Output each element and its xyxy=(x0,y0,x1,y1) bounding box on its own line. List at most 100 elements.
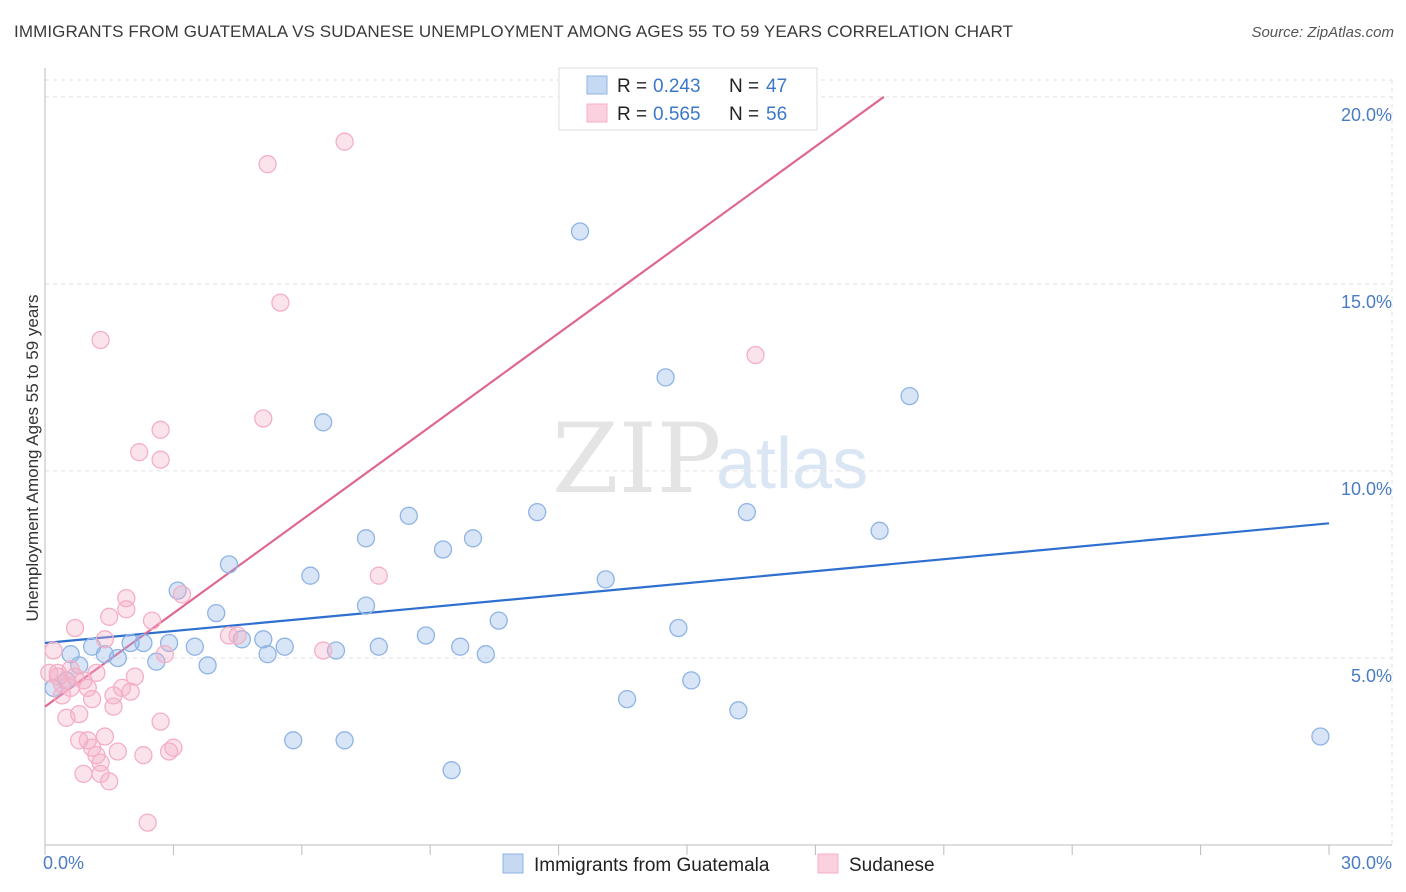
guatemala-point-41 xyxy=(669,618,688,638)
legend-r-label-2: R = xyxy=(617,104,647,125)
guatemala-point-35 xyxy=(489,611,508,630)
trend-lines xyxy=(44,95,1330,708)
sudanese-point-54 xyxy=(159,742,179,761)
guatemala-point-39 xyxy=(617,689,637,709)
guatemala-point-22 xyxy=(314,413,333,432)
guatemala-point-17 xyxy=(254,630,273,649)
y-tick-label-1: 10.0% xyxy=(1341,479,1392,499)
series-swatch-guatemala xyxy=(502,853,524,874)
sudanese-point-21 xyxy=(100,607,119,626)
legend-n-value-2: 56 xyxy=(766,104,787,125)
guatemala-point-42 xyxy=(682,671,701,690)
sudanese-point-50 xyxy=(61,660,80,679)
guatemala-point-29 xyxy=(416,626,436,645)
sudanese-point-45 xyxy=(335,132,354,151)
sudanese-point-30 xyxy=(134,746,153,765)
sudanese-point-49 xyxy=(52,674,72,694)
sudanese-point-40 xyxy=(228,626,247,645)
guatemala-point-15 xyxy=(219,555,239,574)
guatemala-point-43 xyxy=(729,701,748,720)
x-tick-label-1: 30.0% xyxy=(1341,853,1392,873)
sudanese-point-28 xyxy=(125,667,145,686)
watermark-atlas: atlas xyxy=(716,424,868,504)
sudanese-point-1 xyxy=(44,641,63,660)
guatemala-point-25 xyxy=(356,529,376,548)
guatemala-point-38 xyxy=(596,570,615,589)
legend-r-value-2: 0.565 xyxy=(653,104,701,125)
axes xyxy=(44,68,1392,855)
guatemala-point-8 xyxy=(134,633,153,653)
y-tick-label-2: 15.0% xyxy=(1341,292,1392,312)
series-legend: Immigrants from Guatemala Sudanese xyxy=(502,853,935,876)
legend-n-label-1: N = xyxy=(729,76,759,97)
legend-swatch-sudanese xyxy=(586,103,608,123)
guatemala-point-21 xyxy=(301,566,320,585)
guatemala-point-19 xyxy=(275,637,294,656)
sudanese-point-29 xyxy=(130,443,149,462)
guatemala-point-46 xyxy=(900,386,919,406)
sudanese-point-35 xyxy=(151,420,170,439)
sudanese-point-19 xyxy=(95,727,115,746)
guatemala-point-40 xyxy=(656,368,675,387)
guatemala-point-47 xyxy=(1311,727,1330,746)
sudanese-point-8 xyxy=(70,704,89,724)
sudanese-point-46 xyxy=(369,566,388,585)
guatemala-point-18 xyxy=(258,645,277,664)
sudanese-point-10 xyxy=(74,764,93,784)
guatemala-point-6 xyxy=(108,648,127,668)
sudanese-point-52 xyxy=(82,689,102,709)
sudanese-point-20 xyxy=(100,772,119,791)
guatemala-point-28 xyxy=(399,506,418,525)
sudanese-point-32 xyxy=(142,611,162,630)
guatemala-point-30 xyxy=(433,540,453,559)
x-tick-label-0: 0.0% xyxy=(43,853,84,873)
legend-swatch-guatemala xyxy=(586,75,608,95)
series-label-sudanese: Sudanese xyxy=(849,855,935,876)
sudanese-point-26 xyxy=(117,588,136,608)
sudanese-point-34 xyxy=(151,712,170,731)
series-label-guatemala: Immigrants from Guatemala xyxy=(534,855,770,876)
guatemala-point-27 xyxy=(369,637,388,656)
sudanese-point-23 xyxy=(108,742,127,761)
y-axis-label: Unemployment Among Ages 55 to 59 years xyxy=(23,295,42,622)
watermark: ZIP atlas xyxy=(552,403,868,515)
sudanese-point-41 xyxy=(254,409,273,428)
tick-labels: 5.0% 10.0% 15.0% 20.0% 0.0% 30.0% xyxy=(43,105,1392,873)
legend-r-value-1: 0.243 xyxy=(653,76,701,97)
data-points xyxy=(40,132,1330,832)
guatemala-point-31 xyxy=(442,761,461,780)
sudanese-point-36 xyxy=(155,645,174,664)
guatemala-point-20 xyxy=(284,731,303,750)
series-swatch-sudanese xyxy=(817,853,839,874)
guatemala-point-13 xyxy=(198,656,217,675)
y-tick-label-3: 20.0% xyxy=(1341,105,1392,125)
guatemala-point-23 xyxy=(326,641,346,660)
sudanese-point-43 xyxy=(271,293,290,312)
guatemala-point-44 xyxy=(737,502,757,522)
watermark-zip: ZIP xyxy=(552,403,721,515)
sudanese-point-42 xyxy=(258,155,277,174)
chart-title: IMMIGRANTS FROM GUATEMALA VS SUDANESE UN… xyxy=(14,22,1014,41)
legend-n-label-2: N = xyxy=(729,104,759,125)
correlation-legend: R = 0.243 N = 47 R = 0.565 N = 56 xyxy=(558,67,818,131)
sudanese-point-18 xyxy=(95,630,115,649)
guatemala-point-37 xyxy=(570,222,590,241)
legend-r-label-1: R = xyxy=(617,76,647,97)
sudanese-point-55 xyxy=(87,746,106,765)
sudanese-point-7 xyxy=(65,618,85,638)
sudanese-trend-line xyxy=(44,95,885,708)
guatemala-point-36 xyxy=(528,502,547,522)
sudanese-point-51 xyxy=(74,671,93,690)
sudanese-point-17 xyxy=(91,330,110,350)
source-credit: Source: ZipAtlas.com xyxy=(1251,24,1394,41)
guatemala-point-24 xyxy=(335,731,354,750)
sudanese-point-33 xyxy=(151,450,170,469)
sudanese-point-53 xyxy=(104,686,123,705)
guatemala-point-34 xyxy=(476,645,495,664)
sudanese-point-47 xyxy=(746,345,765,365)
sudanese-point-44 xyxy=(314,641,333,660)
guatemala-point-33 xyxy=(463,529,483,548)
guatemala-point-14 xyxy=(207,603,226,623)
y-tick-label-0: 5.0% xyxy=(1351,666,1392,686)
